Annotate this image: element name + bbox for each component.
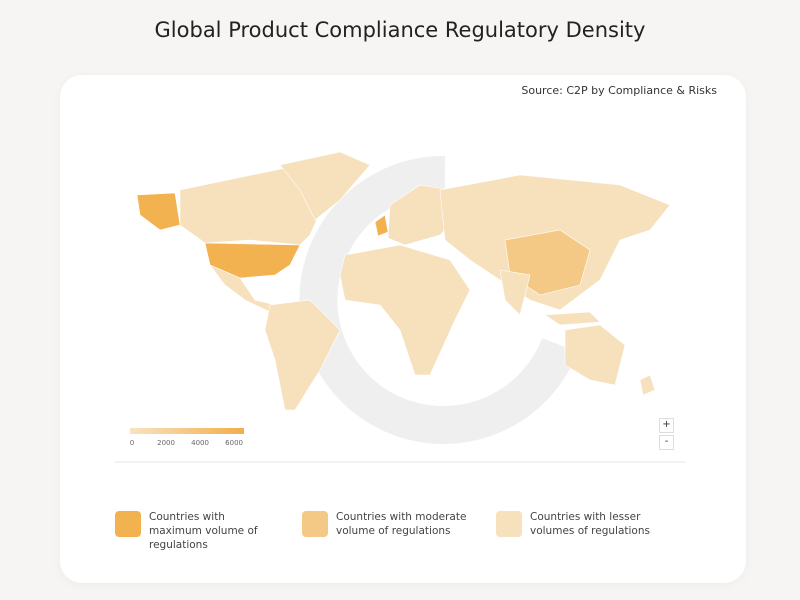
legend-item: Countries with moderate volume of regula… — [302, 510, 468, 538]
map: 0 2000 4000 6000 — [115, 151, 686, 463]
color-scale-bar — [130, 428, 244, 434]
legend-swatch — [496, 511, 522, 537]
scale-tick-label: 2000 — [157, 439, 175, 447]
legend-label: Countries with moderate volume of regula… — [336, 511, 467, 537]
legend-swatch — [115, 511, 141, 537]
source-note: Source: C2P by Compliance & Risks — [521, 84, 717, 97]
indonesia — [544, 311, 601, 326]
legend-item: Countries with maximum volume of regulat… — [115, 510, 281, 552]
legend-label: Countries with lesser volumes of regulat… — [530, 511, 650, 537]
map-card: Source: C2P by Compliance & Risks 0 2000 4… — [60, 75, 746, 583]
legend-label: Countries with maximum volume of regulat… — [149, 511, 258, 551]
india — [499, 269, 531, 316]
world — [136, 151, 671, 444]
scale-tick-label: 4000 — [191, 439, 209, 447]
scale-tick-label: 6000 — [225, 439, 243, 447]
south-america — [264, 299, 341, 411]
greenland — [279, 151, 371, 221]
legend-item: Countries with lesser volumes of regulat… — [496, 510, 662, 538]
legend-swatch — [302, 511, 328, 537]
alaska — [136, 192, 181, 231]
zoom-in[interactable]: + — [659, 418, 674, 433]
watermark — [299, 155, 578, 444]
uk — [374, 214, 389, 237]
new-zealand — [639, 374, 656, 396]
africa — [339, 244, 471, 376]
scale-tick-label: 0 — [130, 439, 134, 447]
zoom-out[interactable]: - — [659, 435, 674, 450]
page-title: Global Product Compliance Regulatory Den… — [154, 18, 646, 42]
australia — [564, 324, 626, 386]
